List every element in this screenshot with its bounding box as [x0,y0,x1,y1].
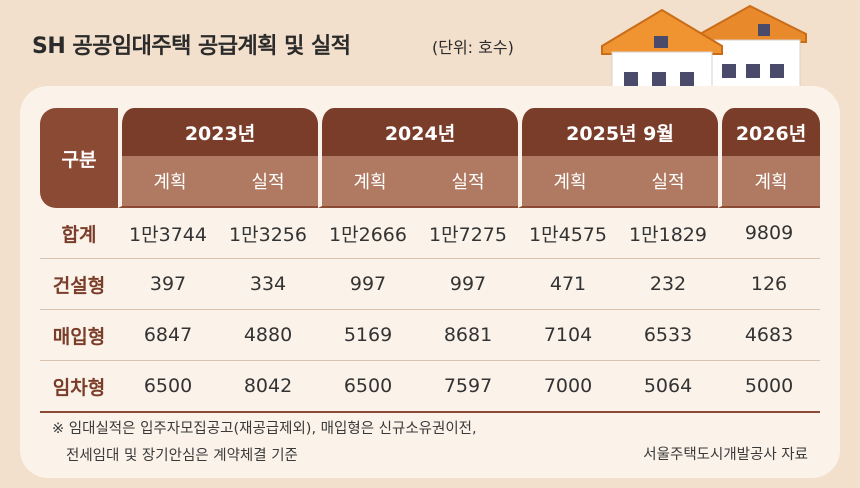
table-cell: 1만7275 [418,208,518,259]
table-row: 매입형 6847 4880 5169 8681 7104 6533 4683 [40,310,820,361]
table-cell: 5169 [318,310,418,361]
table-cell: 6533 [618,310,718,361]
supply-table: 구분 2023년 2024년 2025년 9월 2026년 계획 실적 계획 실… [40,108,820,413]
table-cell: 126 [718,259,820,310]
table-cell: 232 [618,259,718,310]
table-cell: 997 [418,259,518,310]
table-cell: 7597 [418,361,518,413]
table-cell: 4683 [718,310,820,361]
row-label: 매입형 [40,310,118,361]
table-cell: 334 [218,259,318,310]
sub-header: 계획 [718,156,820,208]
table-cell: 1만3256 [218,208,318,259]
row-label: 임차형 [40,361,118,413]
year-header-2025: 2025년 9월 [518,108,718,156]
table-cell: 4880 [218,310,318,361]
year-header-2024: 2024년 [318,108,518,156]
table-row: 건설형 397 334 997 997 471 232 126 [40,259,820,310]
table-cell: 5000 [718,361,820,413]
sub-header: 실적 [618,156,718,208]
table-cell: 8681 [418,310,518,361]
corner-header: 구분 [40,108,118,208]
sub-header: 실적 [418,156,518,208]
sub-header: 계획 [118,156,218,208]
footnote: ※ 임대실적은 입주자모집공고(재공급제외), 매입형은 신규소유권이전, 전세… [52,416,477,470]
table-cell: 1만1829 [618,208,718,259]
table-cell: 1만2666 [318,208,418,259]
page-title: SH 공공임대주택 공급계획 및 실적 [32,34,351,59]
table-cell: 7000 [518,361,618,413]
table-cell: 5064 [618,361,718,413]
year-header-2023: 2023년 [118,108,318,156]
row-label: 합계 [40,208,118,259]
table-cell: 997 [318,259,418,310]
table-cell: 8042 [218,361,318,413]
sub-header: 계획 [518,156,618,208]
unit-label: (단위: 호수) [432,38,514,57]
table-row: 합계 1만3744 1만3256 1만2666 1만7275 1만4575 1만… [40,208,820,259]
row-label: 건설형 [40,259,118,310]
table-cell: 1만3744 [118,208,218,259]
source-credit: 서울주택도시개발공사 자료 [643,447,808,463]
table-cell: 6847 [118,310,218,361]
table-cell: 397 [118,259,218,310]
sub-header: 실적 [218,156,318,208]
table-cell: 9809 [718,208,820,259]
footnote-line-2: 전세임대 및 장기안심은 계약체결 기준 [66,448,298,464]
table-cell: 6500 [118,361,218,413]
footnote-line-1: ※ 임대실적은 입주자모집공고(재공급제외), 매입형은 신규소유권이전, [52,421,477,437]
house-illustration [601,4,807,113]
sub-header: 계획 [318,156,418,208]
year-header-2026: 2026년 [718,108,820,156]
table-cell: 471 [518,259,618,310]
table-cell: 7104 [518,310,618,361]
table-row: 임차형 6500 8042 6500 7597 7000 5064 5000 [40,361,820,413]
table-cell: 1만4575 [518,208,618,259]
table-cell: 6500 [318,361,418,413]
